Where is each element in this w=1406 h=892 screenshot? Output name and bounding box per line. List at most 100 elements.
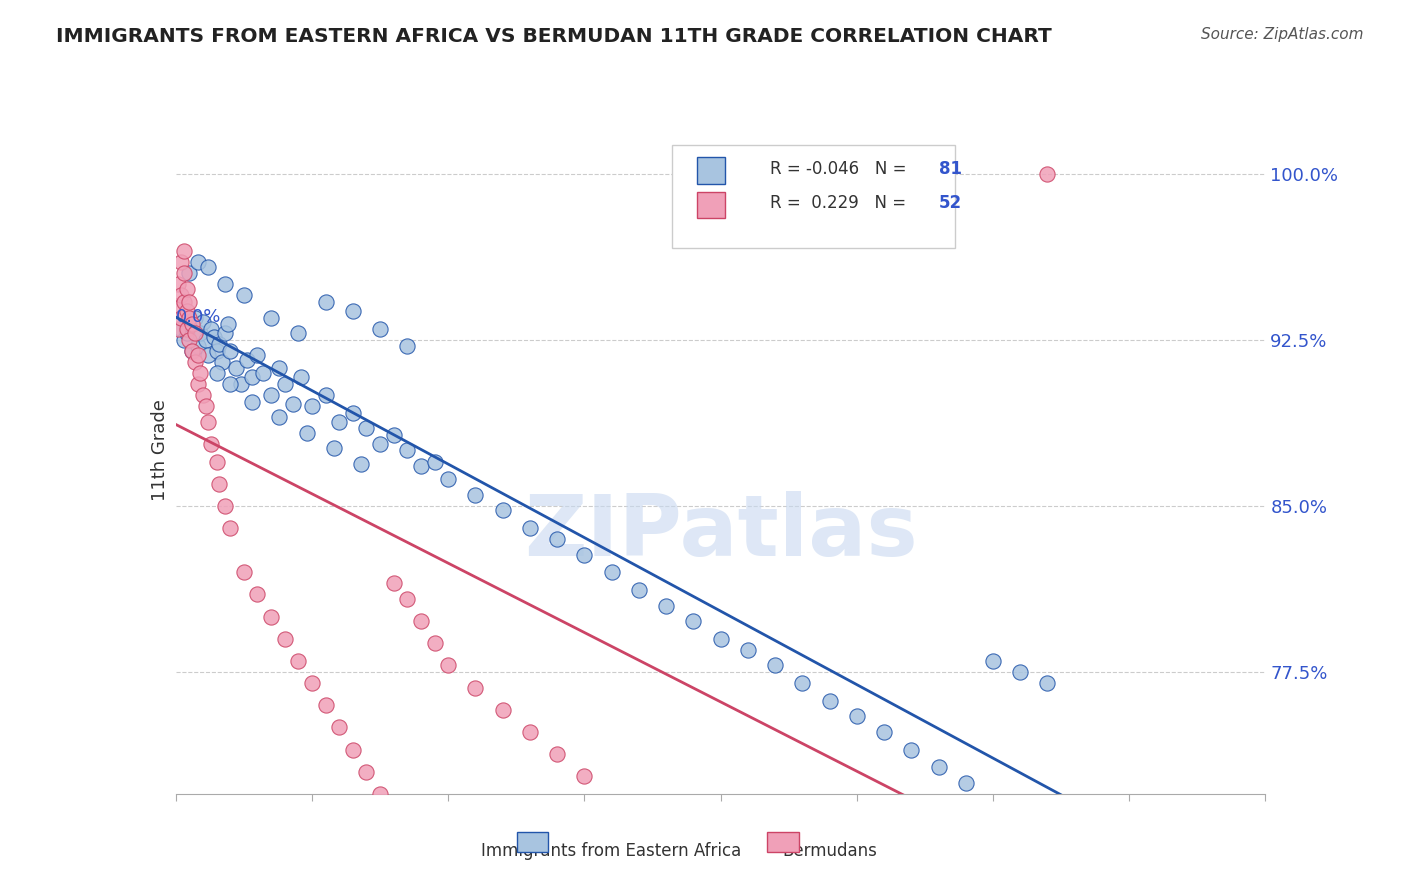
Point (232, 566, 254, 580)
Point (682, 614, 704, 628)
Point (184, 326, 207, 340)
Point (955, 776, 977, 790)
Point (186, 376, 209, 391)
Point (181, 317, 204, 331)
Point (342, 742, 364, 756)
Point (274, 376, 297, 391)
Point (194, 399, 217, 413)
FancyBboxPatch shape (768, 831, 799, 852)
Point (492, 703, 515, 717)
Point (287, 654, 309, 668)
Point (214, 499, 236, 513)
Point (179, 333, 201, 347)
Point (176, 304, 198, 318)
Point (200, 437, 222, 451)
Point (214, 326, 236, 340)
Point (301, 676, 323, 690)
Point (225, 361, 247, 376)
Point (290, 370, 312, 384)
Point (655, 599, 678, 613)
Point (197, 348, 219, 362)
Point (260, 388, 283, 402)
Point (342, 406, 364, 420)
Point (211, 355, 233, 369)
Point (269, 410, 291, 425)
Point (205, 454, 228, 468)
Point (981, 654, 1004, 668)
Text: ZIPatlas: ZIPatlas (523, 491, 918, 574)
Point (574, 769, 596, 783)
Point (763, 658, 786, 673)
Point (170, 255, 193, 269)
Point (900, 742, 922, 756)
Point (287, 326, 309, 340)
Point (240, 394, 263, 409)
Text: R =  0.229   N =: R = 0.229 N = (769, 194, 911, 212)
Point (350, 457, 373, 471)
Point (342, 304, 364, 318)
Point (167, 277, 190, 292)
Point (173, 244, 195, 258)
Point (179, 310, 201, 325)
Point (240, 370, 263, 384)
Point (202, 330, 225, 344)
Point (208, 337, 231, 351)
Point (368, 437, 391, 451)
Text: 0.0%: 0.0% (176, 308, 221, 326)
Point (179, 266, 201, 280)
Point (217, 317, 239, 331)
Point (295, 425, 318, 440)
Point (205, 366, 228, 380)
Point (396, 339, 419, 353)
Point (188, 366, 211, 380)
Point (281, 397, 304, 411)
Point (423, 454, 446, 468)
Point (274, 632, 297, 646)
Point (260, 609, 283, 624)
Point (368, 321, 391, 335)
Point (194, 333, 217, 347)
Point (356, 421, 378, 435)
Point (328, 415, 350, 429)
Point (710, 632, 733, 646)
Point (600, 566, 623, 580)
Point (184, 310, 207, 325)
Point (173, 266, 195, 280)
Point (464, 681, 486, 695)
Point (191, 315, 214, 329)
Point (315, 388, 337, 402)
Point (1036, 167, 1059, 181)
Point (232, 288, 254, 302)
Point (873, 724, 896, 739)
Point (200, 321, 222, 335)
Point (492, 503, 515, 517)
Point (409, 458, 432, 473)
Point (1010, 665, 1032, 679)
FancyBboxPatch shape (696, 192, 725, 219)
Point (235, 352, 257, 367)
Point (173, 333, 195, 347)
Point (197, 415, 219, 429)
Point (231, 376, 253, 391)
Point (181, 343, 204, 358)
Point (845, 709, 868, 723)
Point (818, 694, 841, 708)
Point (181, 343, 204, 358)
Point (356, 764, 378, 779)
Point (173, 295, 195, 310)
Point (167, 321, 190, 335)
Point (176, 326, 198, 340)
Point (188, 326, 211, 340)
Point (186, 339, 209, 353)
Point (170, 310, 193, 325)
Point (519, 724, 541, 739)
Point (208, 476, 231, 491)
Point (396, 443, 419, 458)
Point (205, 343, 228, 358)
Point (382, 576, 405, 591)
Point (191, 388, 214, 402)
Point (382, 428, 405, 442)
Point (368, 787, 391, 801)
FancyBboxPatch shape (672, 145, 955, 248)
Point (409, 614, 432, 628)
